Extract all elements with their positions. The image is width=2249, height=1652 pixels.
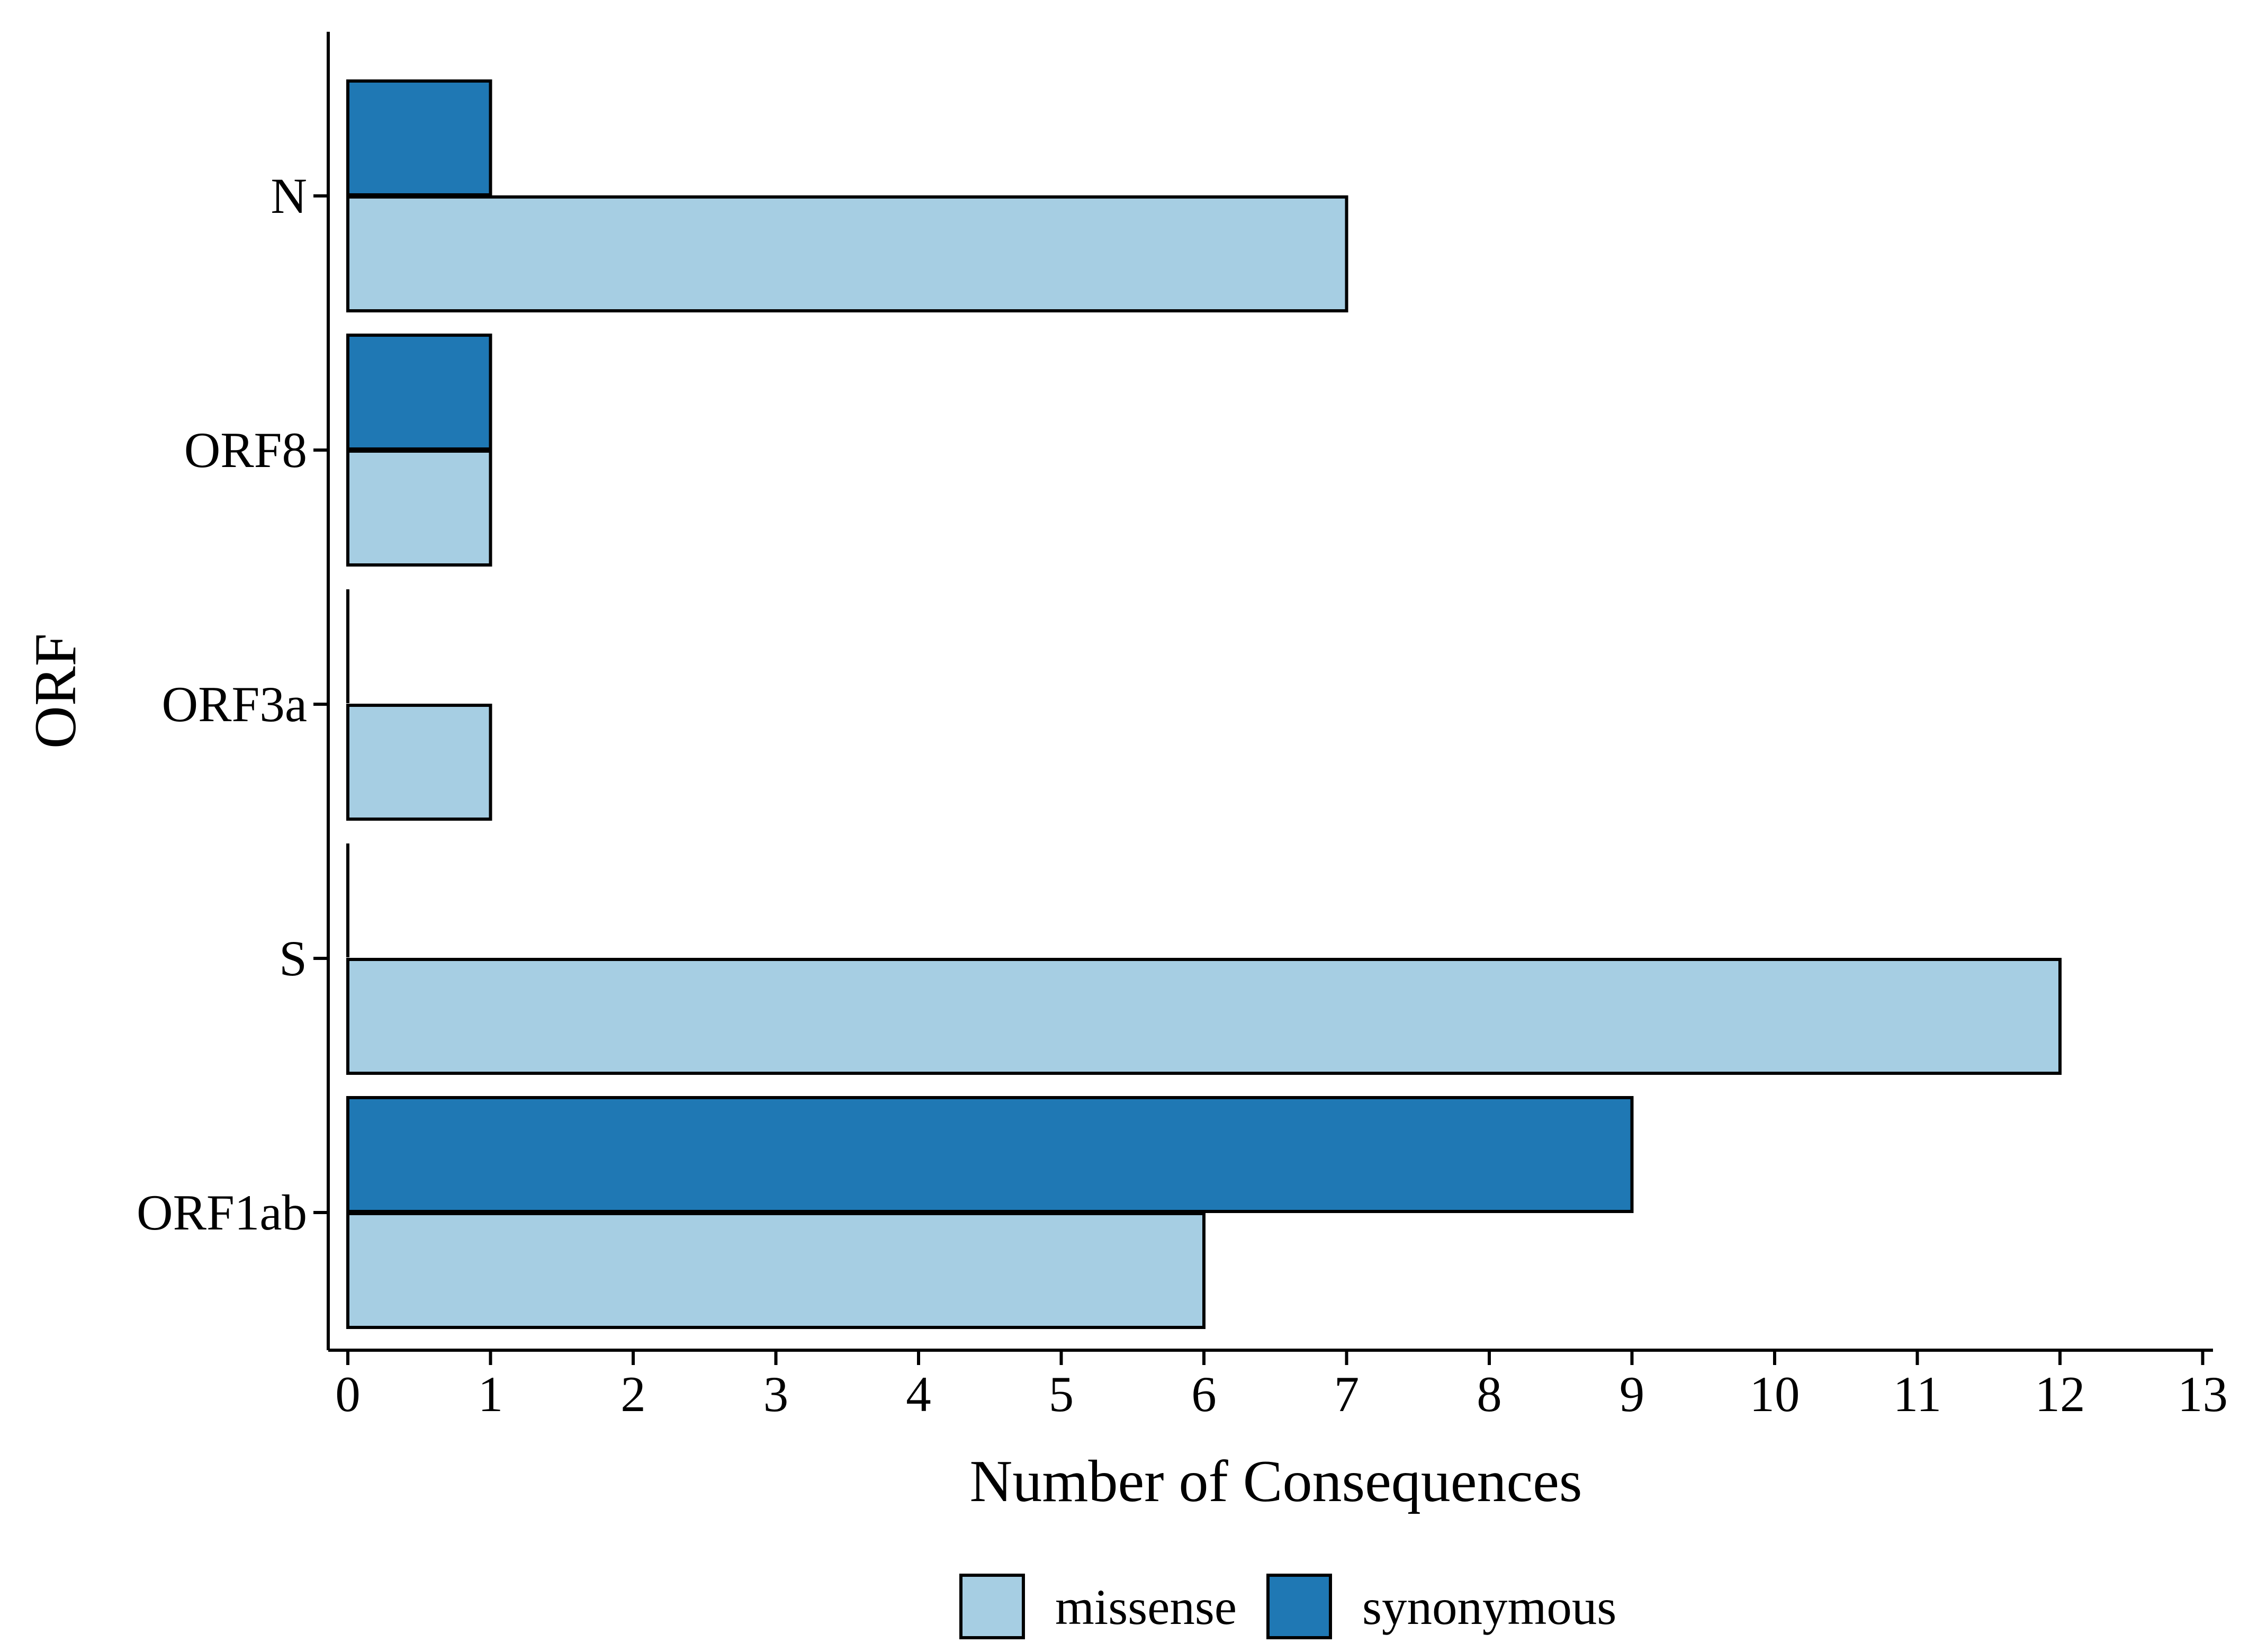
x-tick-label: 0 [335,1366,361,1422]
x-tick-label: 11 [1893,1366,1941,1422]
bar-synonymous-orf8 [346,334,492,451]
y-tick-label: S [279,930,307,986]
bar-missense-n [346,195,1348,312]
legend-swatch [1266,1574,1332,1639]
bar-missense-s [346,958,2062,1075]
bar-missense-orf3a [346,704,492,821]
x-tick-label: 6 [1191,1366,1217,1422]
bar-missense-orf8 [346,450,492,567]
y-tick-label: N [271,168,307,224]
x-tick-label: 7 [1334,1366,1360,1422]
x-tick-label: 4 [906,1366,931,1422]
y-axis-ticks: ORF1ab S ORF3a ORF8 N [137,168,328,1241]
x-tick-label: 2 [620,1366,646,1422]
x-tick-label: 13 [2178,1366,2228,1422]
bars-layer [346,79,2062,1329]
legend-swatch [959,1574,1025,1639]
y-tick-label: ORF3a [162,676,307,732]
legend: missense synonymous [959,1574,1616,1639]
y-tick-label: ORF8 [184,422,307,478]
bar-missense-orf1ab [346,1212,1206,1329]
x-tick-label: 3 [763,1366,789,1422]
x-tick-label: 10 [1750,1366,1800,1422]
x-axis-ticks: 0 1 2 3 4 5 6 7 8 9 10 11 12 13 [335,1350,2228,1422]
bar-synonymous-orf1ab [346,1096,1634,1213]
bar-synonymous-n [346,79,492,196]
legend-label: synonymous [1362,1579,1616,1635]
y-axis-title: ORF [23,633,88,749]
legend-item-missense: missense [959,1574,1237,1639]
x-tick-label: 1 [478,1366,503,1422]
x-tick-label: 8 [1477,1366,1502,1422]
x-tick-label: 5 [1049,1366,1074,1422]
x-tick-label: 12 [2035,1366,2085,1422]
x-axis-title: Number of Consequences [969,1449,1582,1514]
axes-layer [327,32,2213,1352]
x-tick-label: 9 [1620,1366,1645,1422]
y-tick-label: ORF1ab [137,1184,307,1241]
legend-item-synonymous: synonymous [1266,1574,1616,1639]
legend-label: missense [1055,1579,1237,1635]
